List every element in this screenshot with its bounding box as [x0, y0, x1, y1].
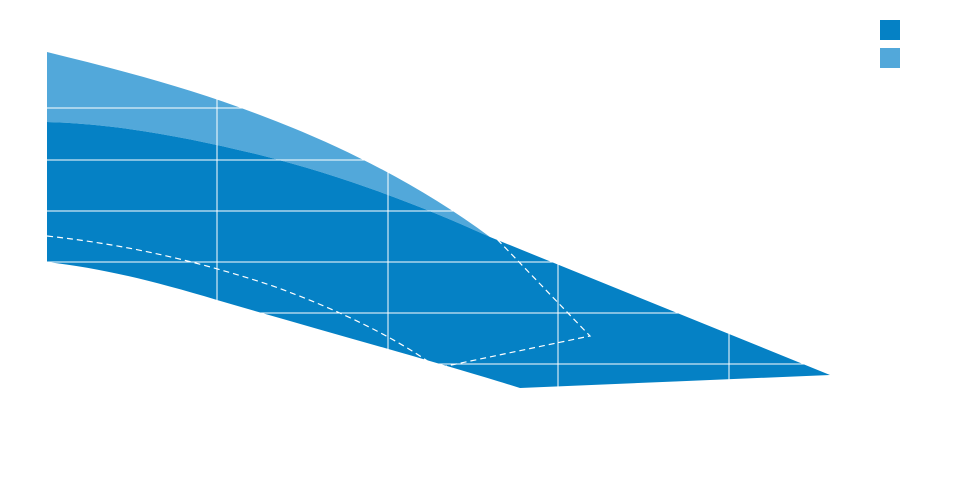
upper-area — [47, 52, 490, 237]
dashed-curve — [46, 235, 592, 369]
main-area — [47, 122, 830, 388]
legend-swatch — [880, 20, 900, 40]
legend-swatch — [880, 48, 900, 68]
